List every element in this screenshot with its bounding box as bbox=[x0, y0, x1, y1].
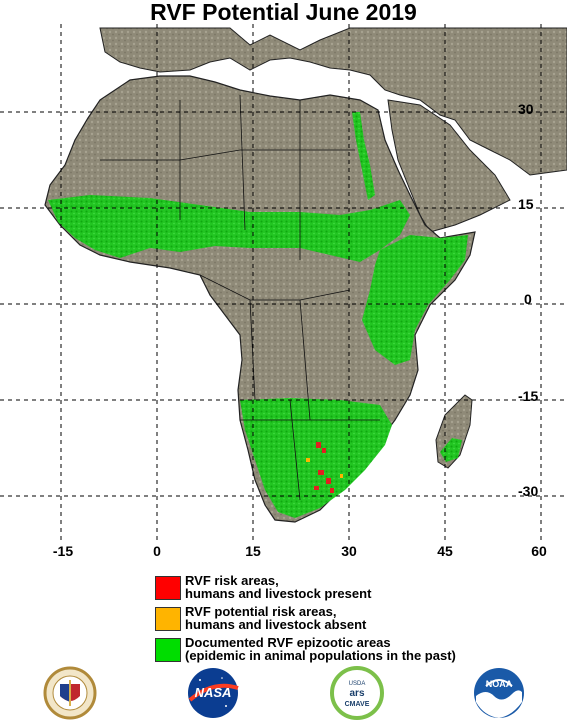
lon-label: 45 bbox=[437, 543, 453, 559]
epizootic-southern-africa bbox=[240, 398, 392, 518]
country-borders bbox=[100, 94, 380, 501]
lat-label: 0 bbox=[524, 291, 532, 307]
arabian-peninsula bbox=[387, 99, 511, 233]
legend-swatch-green bbox=[155, 638, 181, 662]
lat-label: 15 bbox=[518, 196, 534, 212]
usda-cmave-logo: USDA ars CMAVE bbox=[330, 666, 384, 720]
europe-landmass bbox=[99, 27, 567, 176]
graticule bbox=[0, 24, 567, 540]
cmave-text: CMAVE bbox=[345, 701, 370, 708]
epizootic-sahel-band bbox=[48, 195, 410, 262]
ars-text: ars bbox=[349, 688, 364, 699]
legend-swatch-red bbox=[155, 576, 181, 600]
lon-label: 30 bbox=[341, 543, 357, 559]
map-title: RVF Potential June 2019 bbox=[150, 0, 417, 25]
epizootic-east-africa bbox=[362, 235, 468, 365]
rvf-risk-areas bbox=[314, 442, 334, 493]
legend-label: RVF risk areas, bbox=[185, 573, 279, 588]
lat-label: -30 bbox=[518, 483, 539, 499]
defense-health-agency-logo bbox=[43, 666, 97, 720]
noaa-logo-text: NOAA bbox=[486, 679, 513, 689]
lat-label: 30 bbox=[518, 101, 534, 117]
lon-label: -15 bbox=[52, 543, 74, 559]
rvf-potential-risk-areas bbox=[306, 458, 343, 478]
legend-label: RVF potential risk areas, bbox=[185, 604, 337, 619]
noaa-logo: NOAA bbox=[474, 668, 524, 718]
lon-label: 0 bbox=[153, 543, 161, 559]
map-legend: RVF risk areas, humans and livestock pre… bbox=[155, 574, 515, 667]
africa-map bbox=[0, 24, 567, 540]
nasa-logo: NASA bbox=[188, 668, 239, 718]
lon-label: 60 bbox=[531, 543, 547, 559]
lon-label: 15 bbox=[245, 543, 261, 559]
legend-label: (epidemic in animal populations in the p… bbox=[185, 648, 456, 663]
legend-item-potential-risk: RVF potential risk areas, humans and liv… bbox=[155, 605, 515, 635]
legend-item-epizootic: Documented RVF epizootic areas (epidemic… bbox=[155, 636, 515, 666]
legend-label: Documented RVF epizootic areas bbox=[185, 635, 391, 650]
legend-item-risk: RVF risk areas, humans and livestock pre… bbox=[155, 574, 515, 604]
usda-text: USDA bbox=[349, 681, 366, 687]
epizootic-nile-corridor bbox=[352, 112, 375, 200]
legend-label: humans and livestock absent bbox=[185, 617, 367, 632]
legend-label: humans and livestock present bbox=[185, 586, 372, 601]
nasa-logo-text: NASA bbox=[195, 685, 232, 700]
lat-label: -15 bbox=[518, 388, 539, 404]
legend-swatch-orange bbox=[155, 607, 181, 631]
